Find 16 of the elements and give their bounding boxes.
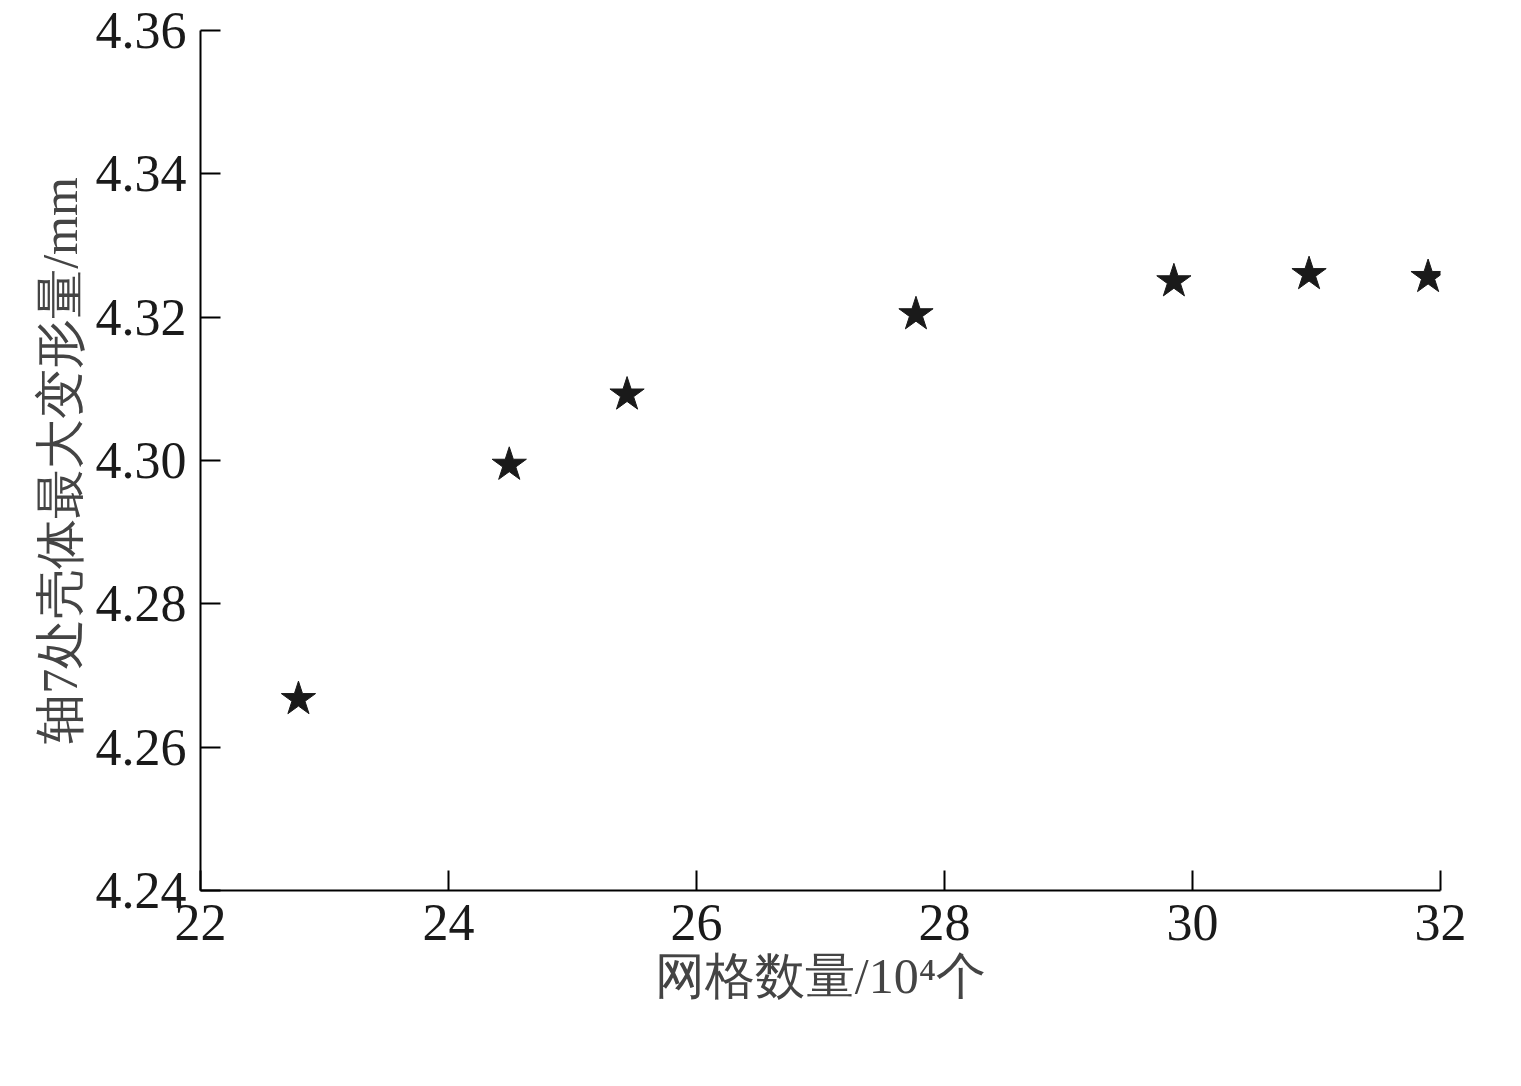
point <box>898 295 934 330</box>
y-tick-label: 4.34 <box>95 145 187 203</box>
point <box>491 446 527 480</box>
y-axis-title: 轴7处壳体最大变形量/mm <box>31 177 88 744</box>
y-tick-label: 4.28 <box>95 575 187 633</box>
y-tick-label: 4.36 <box>95 2 187 59</box>
x-tick-label: 24 <box>422 893 475 951</box>
x-tick-label: 32 <box>1414 893 1467 951</box>
point <box>609 376 645 410</box>
point <box>1156 262 1192 297</box>
y-tick-label: 4.30 <box>95 432 187 489</box>
point <box>280 680 317 715</box>
y-tick-label: 4.32 <box>95 288 187 346</box>
y-tick-label: 4.26 <box>95 718 187 776</box>
point <box>1291 255 1327 290</box>
x-tick-label: 30 <box>1166 893 1219 951</box>
